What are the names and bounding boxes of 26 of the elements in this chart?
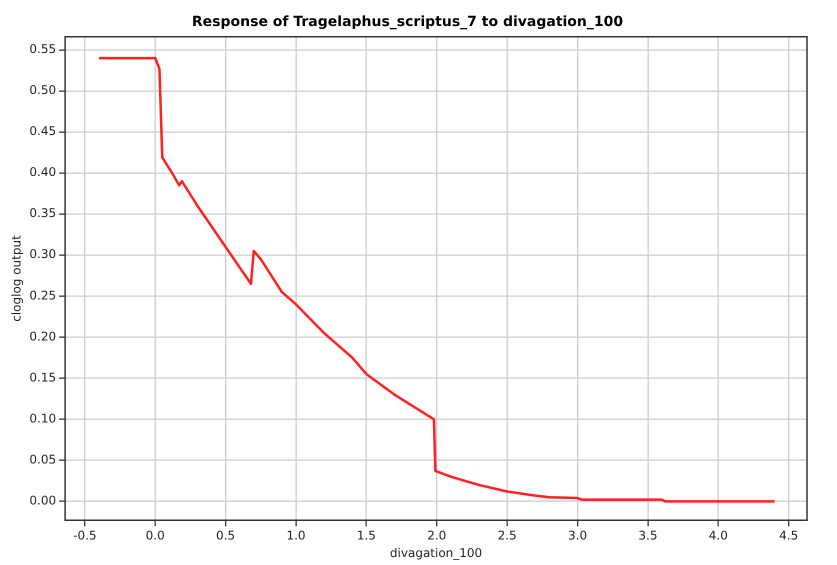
x-tick-label: 4.0	[708, 528, 728, 543]
x-tick-label: 2.5	[498, 528, 517, 543]
x-tick-label: 2.0	[427, 528, 446, 543]
y-tick-label: 0.15	[29, 370, 56, 384]
x-tick-label: 4.5	[779, 528, 798, 543]
x-tick-label: 0.5	[216, 528, 236, 543]
y-tick-label: 0.10	[29, 411, 56, 426]
y-axis-title: cloglog output	[9, 234, 24, 322]
y-tick-label: 0.20	[29, 329, 56, 344]
x-tick-label: -0.5	[73, 528, 97, 543]
y-tick-label: 0.05	[29, 452, 56, 466]
y-tick-label: 0.30	[29, 247, 56, 262]
x-tick-label: 1.5	[356, 528, 376, 543]
y-tick-label: 0.45	[29, 124, 56, 138]
y-tick-label: 0.40	[29, 165, 56, 180]
x-tick-label: 0.0	[146, 528, 165, 543]
x-tick-label: 3.0	[568, 528, 588, 543]
y-tick-label: 0.25	[29, 288, 56, 302]
chart-title: Response of Tragelaphus_scriptus_7 to divagation_100	[192, 14, 624, 30]
y-tick-label: 0.55	[29, 42, 56, 56]
x-axis-title: divagation_100	[390, 546, 482, 560]
x-tick-label: 1.0	[286, 528, 306, 543]
y-tick-label: 0.00	[29, 493, 56, 508]
y-tick-label: 0.35	[29, 206, 56, 220]
x-tick-label: 3.5	[638, 528, 658, 543]
y-tick-label: 0.50	[29, 83, 56, 98]
